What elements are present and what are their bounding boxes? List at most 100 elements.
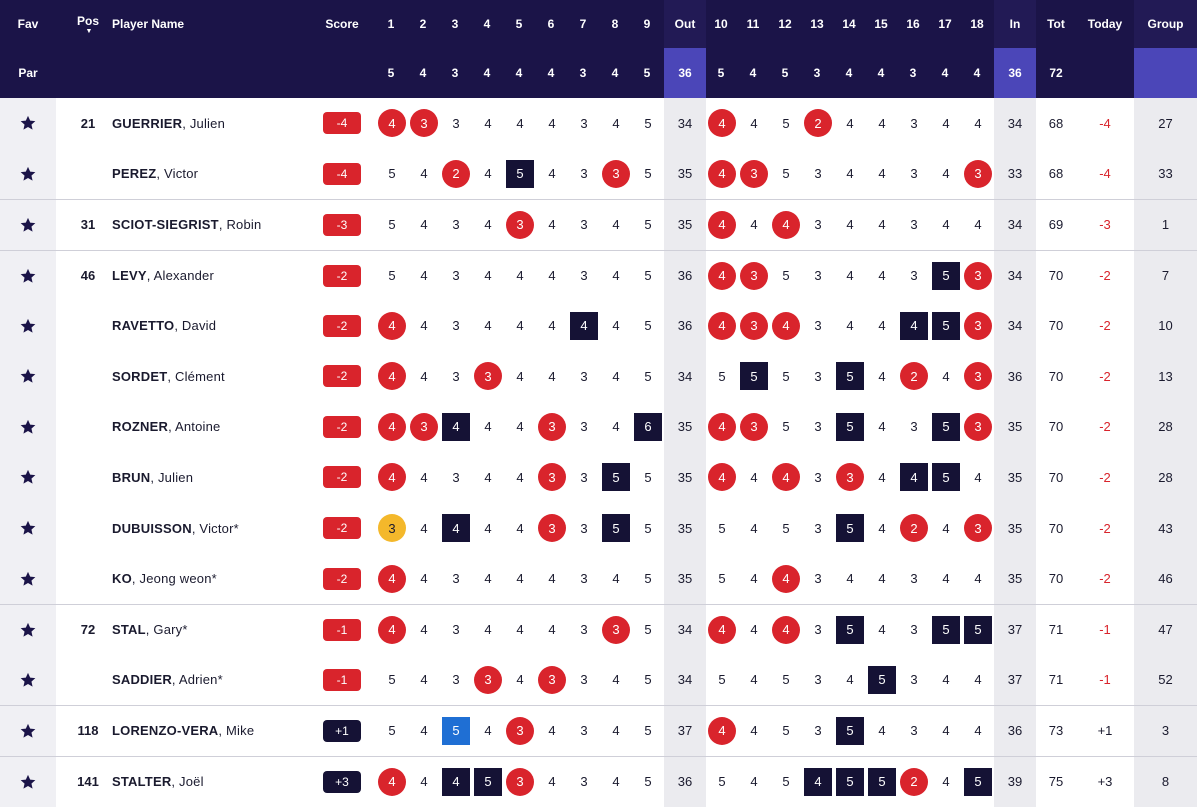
today-score: -4 [1099, 115, 1111, 131]
hole-score-value: 4 [942, 520, 950, 536]
table-row[interactable]: SADDIER, Adrien* -1 5 4 3 3 4 3 3 4 5 5 4 5 3 4 5 3 4 4 34 37… [0, 655, 1197, 706]
favorite-toggle[interactable] [0, 149, 56, 200]
hole-score-3: 3 [440, 655, 472, 706]
favorite-toggle[interactable] [0, 351, 56, 402]
player-name[interactable]: LORENZO-VERA, Mike [112, 706, 322, 756]
hole-score-1: 5 [376, 200, 408, 250]
hole-score-5: 4 [504, 553, 536, 604]
hole-score-value: 4 [878, 115, 886, 131]
hole-score-value: 4 [612, 115, 620, 131]
player-name[interactable]: PEREZ, Victor [112, 149, 322, 200]
player-name[interactable]: DUBUISSON, Victor* [112, 503, 322, 554]
hole-score-6: 3 [536, 452, 568, 503]
hole-score-7: 3 [568, 452, 600, 503]
hole-score-value: 4 [772, 463, 800, 492]
player-name[interactable]: STALTER, Joël [112, 757, 322, 807]
hole-score-value: 4 [378, 109, 406, 138]
table-row[interactable]: PEREZ, Victor -4 5 4 2 4 5 4 3 3 5 4 3 5 3 4 4 3 4 3 35 33 68-… [0, 149, 1197, 200]
player-name[interactable]: RAVETTO, David [112, 300, 322, 351]
hole-score-value: 4 [516, 368, 524, 384]
hole-score-13: 3 [802, 300, 834, 351]
score-badge: -2 [323, 415, 361, 438]
favorite-toggle[interactable] [0, 655, 56, 706]
hole-score-4: 4 [472, 149, 504, 200]
player-name[interactable]: ROZNER, Antoine [112, 402, 322, 453]
player-name[interactable]: SORDET, Clément [112, 351, 322, 402]
hole-score-value: 3 [910, 217, 918, 233]
hole-score-value: 4 [612, 318, 620, 334]
table-row[interactable]: RAVETTO, David -2 4 4 3 4 4 4 4 4 5 4 3 4 3 4 4 4 5 3 36 34 70… [0, 300, 1197, 351]
hole-score-value: 3 [814, 268, 822, 284]
hole-score-value: 3 [538, 514, 566, 543]
player-name[interactable]: SADDIER, Adrien* [112, 655, 322, 706]
player-name[interactable]: SCIOT-SIEGRIST, Robin [112, 200, 322, 250]
tournament-total: 70 [1048, 268, 1064, 284]
hole-score-value: 4 [878, 723, 886, 739]
player-name[interactable]: LEVY, Alexander [112, 251, 322, 301]
table-row[interactable]: ROZNER, Antoine -2 4 3 4 4 4 3 3 4 6 4 3 5 3 5 4 3 5 3 35 35 7… [0, 402, 1197, 453]
hole-score-value: 4 [612, 268, 620, 284]
hole-score-2: 3 [408, 402, 440, 453]
table-row[interactable]: KO, Jeong weon* -2 4 4 3 4 4 4 3 4 5 5 4 4 3 4 4 3 4 4 35 35 7… [0, 553, 1197, 604]
favorite-toggle[interactable] [0, 98, 56, 149]
hole-score-10: 5 [706, 351, 738, 402]
hole-score-9: 5 [632, 706, 664, 756]
player-name[interactable]: BRUN, Julien [112, 452, 322, 503]
table-row[interactable]: 141 STALTER, Joël +3 4 4 4 5 3 4 3 4 5 5 4 5 4 5 5 2 4 5 36 39… [0, 755, 1197, 807]
hole-score-value: 5 [644, 672, 652, 688]
header-pos[interactable]: Pos ▼ [60, 0, 116, 48]
hole-score-15: 4 [866, 706, 898, 756]
hole-score-value: 5 [740, 362, 768, 391]
favorite-toggle[interactable] [0, 706, 56, 756]
header-score[interactable]: Score [325, 17, 359, 31]
hole-score-12: 5 [770, 706, 802, 756]
favorite-toggle[interactable] [0, 402, 56, 453]
hole-score-value: 4 [516, 318, 524, 334]
hole-score-value: 3 [538, 412, 566, 441]
favorite-toggle[interactable] [0, 251, 56, 301]
table-row[interactable]: DUBUISSON, Victor* -2 3 4 4 4 4 3 3 5 5 5 4 5 3 5 4 2 4 3 35… [0, 503, 1197, 554]
hole-score-13: 3 [802, 503, 834, 554]
header-col-10: 10 [714, 17, 728, 31]
hole-score-value: 4 [612, 368, 620, 384]
table-row[interactable]: 118 LORENZO-VERA, Mike +1 5 4 5 4 3 4 3 4 5 4 4 5 3 5 4 3 4… [0, 705, 1197, 756]
player-name[interactable]: GUERRIER, Julien [112, 98, 322, 149]
hole-score-18: 4 [962, 553, 994, 604]
favorite-toggle[interactable] [0, 452, 56, 503]
favorite-toggle[interactable] [0, 503, 56, 554]
table-row[interactable]: BRUN, Julien -2 4 4 3 4 4 3 3 5 5 4 4 4 3 3 4 4 5 4 35 35 70 -2… [0, 452, 1197, 503]
hole-score-value: 4 [750, 217, 758, 233]
favorite-toggle[interactable] [0, 200, 56, 250]
table-row[interactable]: SORDET, Clément -2 4 4 3 3 4 4 3 4 5 5 5 5 3 5 4 2 4 3 34 36 7… [0, 351, 1197, 402]
hole-score-9: 5 [632, 757, 664, 807]
favorite-toggle[interactable] [0, 553, 56, 604]
favorite-toggle[interactable] [0, 300, 56, 351]
header-col-3: 3 [451, 17, 459, 31]
hole-score-9: 5 [632, 503, 664, 554]
hole-score-1: 5 [376, 149, 408, 200]
par-value: 5 [387, 66, 395, 80]
header-player-name[interactable]: Player Name [112, 17, 185, 31]
hole-score-10: 5 [706, 553, 738, 604]
hole-score-value: 4 [420, 774, 428, 790]
player-last-name: LEVY [112, 268, 147, 284]
hole-score-value: 4 [708, 615, 736, 644]
header-col-in: In [994, 0, 1036, 48]
hole-score-17: 5 [930, 605, 962, 655]
hole-score-value: 5 [388, 166, 396, 182]
player-name[interactable]: STAL, Gary* [112, 605, 322, 655]
player-first-name: , Antoine [168, 419, 221, 435]
favorite-toggle[interactable] [0, 757, 56, 807]
header-fav[interactable]: Fav [17, 17, 39, 31]
table-row[interactable]: 72 STAL, Gary* -1 4 4 3 4 4 4 3 3 5 4 4 4 3 5 4 3 5 5 34 37 71-… [0, 604, 1197, 655]
table-row[interactable]: 46 LEVY, Alexander -2 5 4 3 4 4 4 3 4 5 4 3 5 3 4 4 3 5 3 36 3… [0, 249, 1197, 301]
hole-score-6: 3 [536, 402, 568, 453]
hole-score-13: 3 [802, 149, 834, 200]
tournament-total: 70 [1048, 469, 1064, 485]
hole-score-value: 5 [388, 672, 396, 688]
table-row[interactable]: 31 SCIOT-SIEGRIST, Robin -3 5 4 3 4 3 4 3 4 5 4 4 4 3 4 4… [0, 199, 1197, 250]
table-row[interactable]: 21 GUERRIER, Julien -4 4 3 3 4 4 4 3 4 5 4 4 5 2 4 4 3 4 4 34… [0, 98, 1197, 149]
player-name[interactable]: KO, Jeong weon* [112, 553, 322, 604]
hole-score-value: 5 [964, 767, 992, 796]
favorite-toggle[interactable] [0, 605, 56, 655]
